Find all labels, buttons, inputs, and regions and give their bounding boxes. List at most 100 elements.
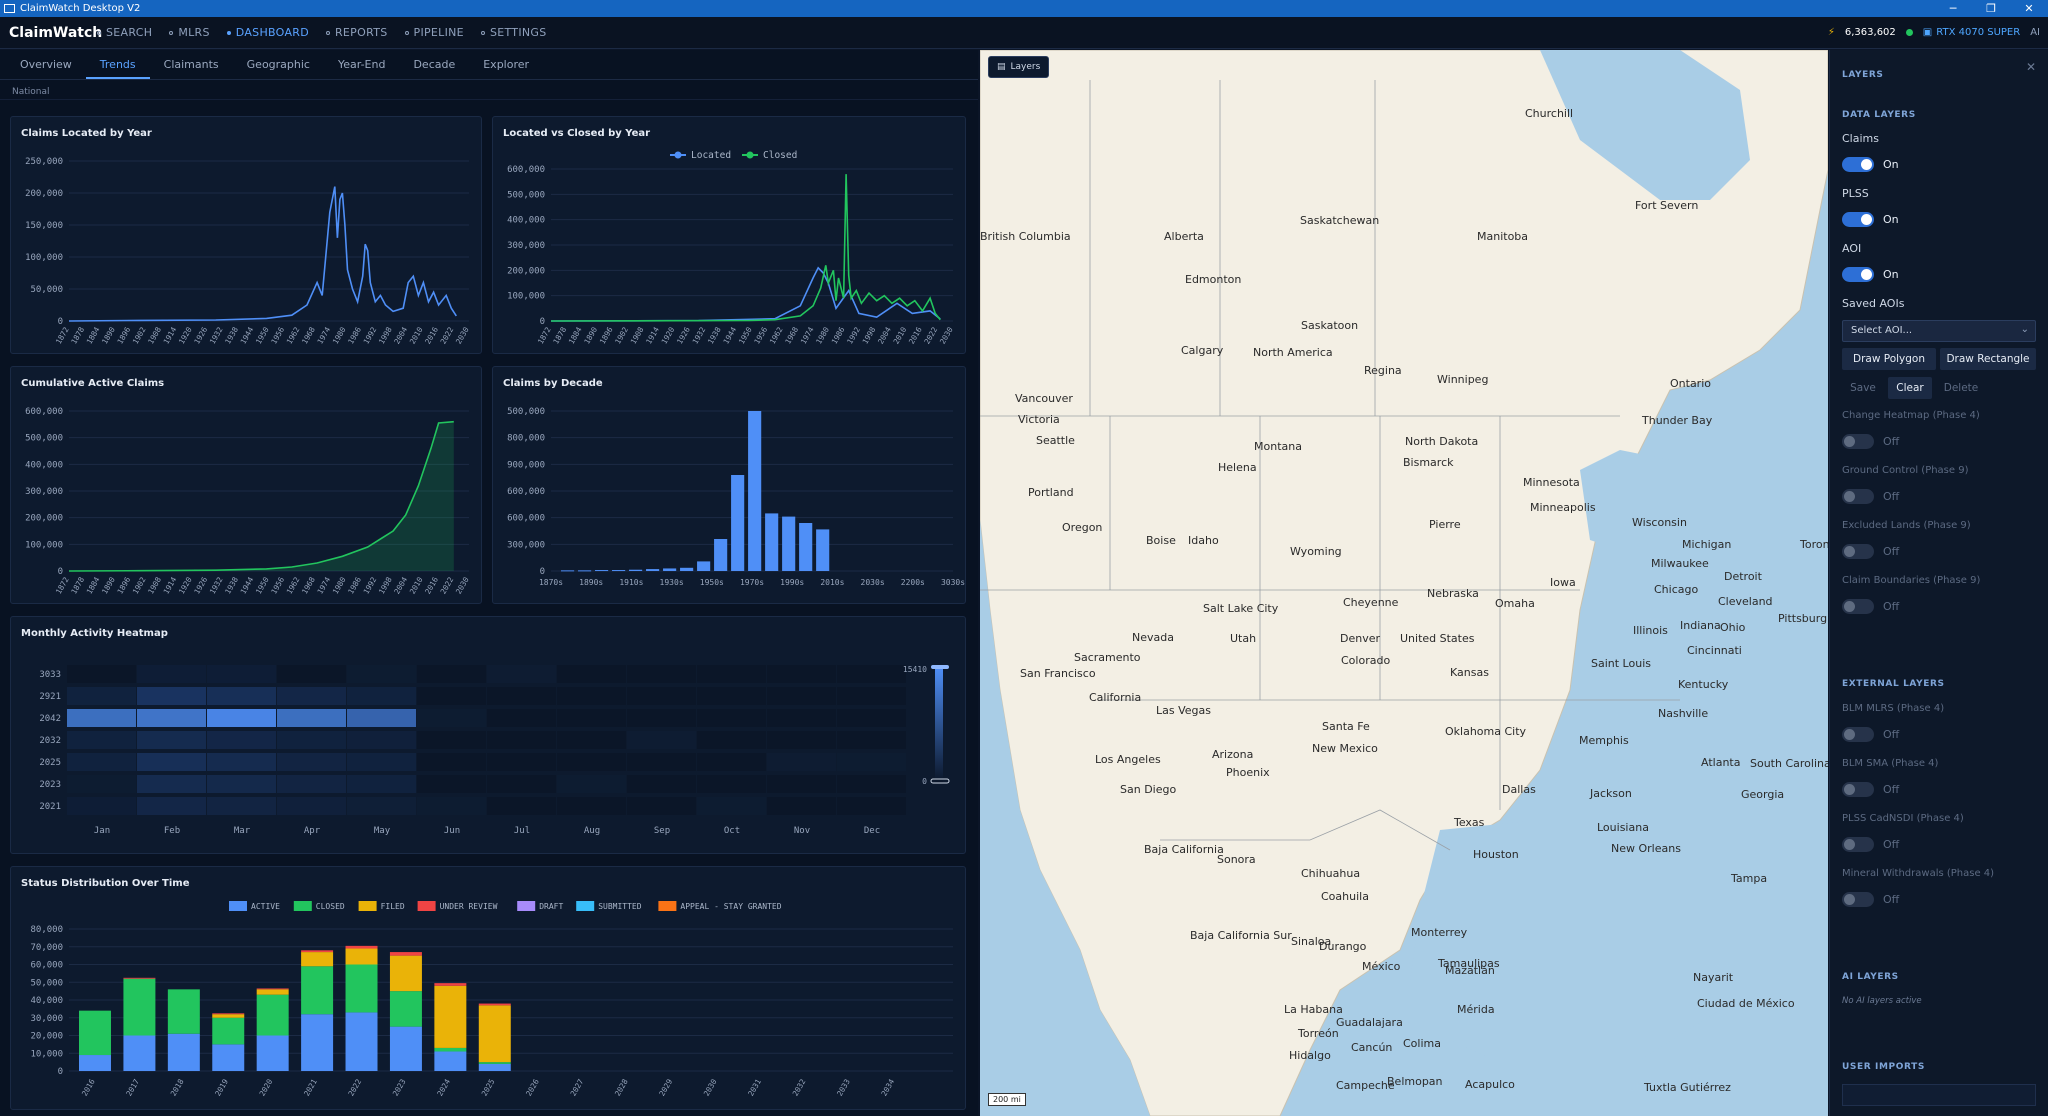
- heat-cell: [837, 797, 906, 815]
- x-tick-label: 1944: [239, 325, 256, 346]
- aoi-select[interactable]: Select AOI... ⌄: [1842, 320, 2036, 342]
- map-label: Toronto: [1800, 538, 1828, 551]
- map-label: Wyoming: [1290, 545, 1342, 558]
- blm-mlrs-toggle[interactable]: [1842, 727, 1874, 742]
- heat-cell: [67, 687, 136, 705]
- map-label: South Carolina: [1750, 757, 1828, 770]
- nav-search[interactable]: SEARCH: [97, 26, 152, 39]
- x-tick-label: 1896: [598, 325, 615, 346]
- user-import-dropzone[interactable]: [1842, 1084, 2036, 1106]
- located-vs-closed-panel: Located vs Closed by Year 600,000 500,000…: [492, 116, 966, 354]
- heat-cell: [137, 665, 206, 683]
- map-label: Idaho: [1188, 534, 1219, 547]
- tab-geographic[interactable]: Geographic: [246, 58, 310, 71]
- map-label: Saskatoon: [1301, 319, 1359, 332]
- x-tick-label: 1968: [300, 325, 317, 346]
- delete-aoi-button[interactable]: Delete: [1943, 382, 1979, 394]
- plss-cadnsdi-toggle[interactable]: [1842, 837, 1874, 852]
- x-tick-label: 1914: [162, 575, 179, 596]
- draw-polygon-button[interactable]: Draw Polygon: [1842, 348, 1936, 370]
- stacked-bar-segment: [301, 1014, 334, 1071]
- stacked-bar-segment: [301, 966, 334, 1015]
- draw-rectangle-button[interactable]: Draw Rectangle: [1940, 348, 2036, 370]
- aoi-layer-toggle-row: On: [1842, 267, 1899, 282]
- tab-year-end[interactable]: Year-End: [337, 58, 386, 71]
- heat-cell: [627, 797, 696, 815]
- saved-aois-label: Saved AOIs: [1842, 297, 1905, 310]
- mineral-withdrawals-toggle[interactable]: [1842, 892, 1874, 907]
- blm-sma-toggle[interactable]: [1842, 782, 1874, 797]
- heat-cell: [207, 797, 276, 815]
- nav-dashboard[interactable]: DASHBOARD: [226, 26, 309, 39]
- excluded-lands-toggle[interactable]: [1842, 544, 1874, 559]
- layers-button[interactable]: ▤ Layers: [988, 56, 1050, 78]
- y-tick-label: 80,000: [30, 925, 63, 935]
- heat-cell: [697, 709, 766, 727]
- tab-trends[interactable]: Trends: [85, 50, 150, 79]
- legend-label: UNDER REVIEW: [440, 902, 498, 911]
- map-canvas[interactable]: [980, 50, 1828, 1116]
- map-label: Cincinnati: [1687, 644, 1742, 657]
- nav-mlrs[interactable]: MLRS: [169, 26, 209, 39]
- heat-cell: [277, 687, 346, 705]
- map-label: Colorado: [1341, 654, 1391, 667]
- change-heatmap-toggle[interactable]: [1842, 434, 1874, 449]
- x-tick-label: 1872: [54, 326, 71, 346]
- save-aoi-button[interactable]: Save: [1850, 382, 1876, 394]
- plss-layer-toggle[interactable]: [1842, 212, 1874, 227]
- maximize-icon[interactable]: ❐: [1986, 2, 1996, 15]
- nav-reports[interactable]: REPORTS: [325, 26, 388, 39]
- nav-pipeline[interactable]: PIPELINE: [404, 26, 464, 39]
- aoi-layer-toggle[interactable]: [1842, 267, 1874, 282]
- map-label: Sinaloa: [1291, 935, 1332, 948]
- claim-boundaries-toggle[interactable]: [1842, 599, 1874, 614]
- heat-cell: [137, 687, 206, 705]
- ai-button[interactable]: AI: [2030, 27, 2040, 38]
- tab-claimants[interactable]: Claimants: [163, 58, 219, 71]
- scale-min-label: 0: [922, 777, 927, 786]
- stacked-bar-segment: [123, 1035, 156, 1071]
- claims-by-year-panel: Claims Located by Year 250,000 200,000 150…: [10, 116, 482, 354]
- tab-decade[interactable]: Decade: [413, 58, 456, 71]
- bar: [731, 475, 745, 571]
- x-tick-label: 2023: [391, 1078, 408, 1098]
- heat-cell: [767, 687, 836, 705]
- heat-cell: [417, 797, 486, 815]
- nav-settings[interactable]: SETTINGS: [480, 26, 547, 39]
- tab-overview[interactable]: Overview: [20, 58, 72, 71]
- legend-swatch: [517, 901, 536, 911]
- heat-cell: [837, 687, 906, 705]
- minimize-icon[interactable]: ─: [1949, 2, 1957, 15]
- map-view[interactable]: Churchill British Columbia Alberta Saskatch…: [980, 50, 1828, 1116]
- x-tick-label: 1872: [54, 576, 71, 596]
- clear-aoi-button[interactable]: Clear: [1888, 377, 1932, 399]
- map-label: Sonora: [1217, 853, 1256, 866]
- map-label: Baja California: [1144, 843, 1224, 856]
- excluded-lands-label: Excluded Lands (Phase 9): [1842, 520, 1971, 531]
- x-tick-label: 1938: [706, 325, 723, 346]
- close-icon[interactable]: ✕: [2025, 60, 2036, 74]
- heat-cell: [67, 665, 136, 683]
- x-tick-label: 2010: [408, 325, 425, 346]
- pacific-ocean: [980, 520, 1150, 1116]
- x-tick-label: 2019: [213, 1078, 230, 1098]
- ground-control-label: Ground Control (Phase 9): [1842, 465, 1969, 476]
- x-tick-label: 1920: [177, 575, 194, 596]
- close-window-icon[interactable]: ✕: [2024, 2, 2034, 15]
- map-label: San Francisco: [1020, 667, 1096, 680]
- map-label: Louisiana: [1597, 821, 1649, 834]
- aoi-layer-label: AOI: [1842, 242, 1862, 255]
- stacked-bar-segment: [256, 1035, 289, 1071]
- x-tick-label: 2016: [907, 325, 924, 346]
- y-tick-label: 600,000: [25, 407, 63, 417]
- x-tick-label: 1890: [582, 325, 599, 346]
- x-tick-label: 1974: [315, 575, 332, 596]
- y-tick-label: 0: [58, 567, 63, 577]
- ground-control-toggle[interactable]: [1842, 489, 1874, 504]
- stacked-bar-segment: [123, 977, 156, 979]
- claims-layer-toggle[interactable]: [1842, 157, 1874, 172]
- map-label: Saskatchewan: [1300, 214, 1380, 227]
- hudson-bay: [1540, 50, 1750, 200]
- map-label: Cancún: [1351, 1041, 1393, 1054]
- tab-explorer[interactable]: Explorer: [483, 58, 530, 71]
